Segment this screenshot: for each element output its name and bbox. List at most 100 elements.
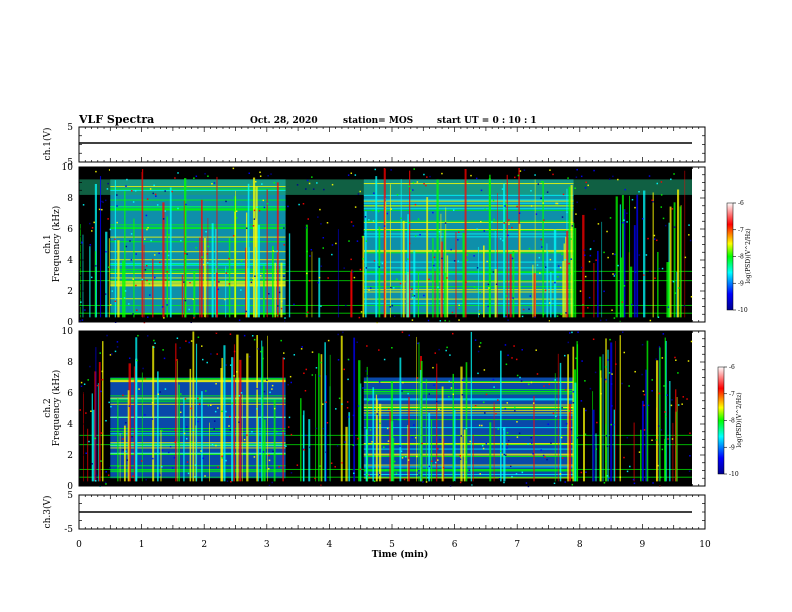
spec1-sferic bbox=[272, 245, 274, 318]
spec1-sferic bbox=[445, 272, 447, 318]
spec1-speckle bbox=[408, 221, 410, 224]
spec2-harmonic-line bbox=[110, 443, 286, 445]
spec1-speckle bbox=[101, 200, 103, 203]
spec1-speckle bbox=[213, 182, 216, 184]
x-tick-label: 4 bbox=[327, 540, 333, 550]
y-tick-label: 0 bbox=[67, 482, 73, 492]
spec2-speckle bbox=[632, 478, 635, 481]
spec2-speckle bbox=[190, 340, 193, 342]
spec1-speckle bbox=[437, 286, 439, 288]
spec1-speckle bbox=[259, 171, 261, 174]
spec2-speckle bbox=[647, 404, 650, 407]
spec2-speckle bbox=[525, 482, 528, 484]
spec2-sferic bbox=[263, 419, 266, 482]
spec2-speckle bbox=[452, 393, 455, 396]
spec2-speckle bbox=[397, 418, 400, 421]
spec2-sferic bbox=[176, 359, 178, 482]
spec2-sferic bbox=[420, 360, 423, 482]
spec2-speckle bbox=[427, 477, 429, 479]
spec2-speckle bbox=[393, 460, 396, 463]
spec2-speckle bbox=[213, 428, 215, 430]
spec2-speckle bbox=[85, 452, 87, 454]
spec2-speckle bbox=[337, 333, 339, 336]
spec1-speckle bbox=[165, 279, 167, 281]
spec1-speckle bbox=[320, 305, 322, 307]
spec1-sferic bbox=[506, 174, 508, 318]
spec1-sferic bbox=[402, 220, 405, 318]
spec2-sferic bbox=[602, 354, 604, 482]
spec1-speckle bbox=[583, 249, 586, 251]
spec2-speckle bbox=[657, 464, 659, 467]
spec2-speckle bbox=[337, 359, 340, 361]
spec2-speckle bbox=[273, 407, 276, 410]
spec2-speckle bbox=[122, 438, 124, 440]
spec2-harmonic-line bbox=[110, 403, 286, 405]
spec2-speckle bbox=[413, 424, 415, 426]
spec1-speckle bbox=[562, 193, 565, 196]
spec2-speckle bbox=[608, 477, 610, 480]
spec1-harmonic-line bbox=[363, 291, 574, 293]
spec1-speckle bbox=[593, 240, 595, 242]
spec1-speckle bbox=[311, 176, 313, 178]
spec2-speckle bbox=[436, 400, 438, 403]
spec2-speckle bbox=[140, 460, 143, 462]
spec1-speckle bbox=[518, 212, 521, 214]
spec2-sferic bbox=[408, 397, 410, 482]
spec1-sferic bbox=[263, 265, 265, 318]
spec2-harmonic-line bbox=[363, 390, 574, 392]
spec1-speckle bbox=[473, 255, 475, 257]
spec1-speckle bbox=[612, 273, 614, 275]
spec1-sferic bbox=[563, 243, 565, 318]
spec2-sferic bbox=[209, 422, 210, 482]
spec1-harmonic-line bbox=[363, 252, 574, 254]
spec2-speckle bbox=[536, 373, 539, 375]
spec2-sferic bbox=[358, 360, 361, 482]
spec1-sferic bbox=[669, 206, 672, 318]
spec1-speckle bbox=[312, 188, 315, 190]
spec2-sferic bbox=[359, 383, 362, 482]
spec2-speckle bbox=[235, 371, 238, 373]
spec1-speckle bbox=[136, 309, 138, 311]
spec2-speckle bbox=[210, 404, 212, 407]
spec2-speckle bbox=[202, 457, 204, 460]
spec1-speckle bbox=[80, 301, 82, 303]
spec1-speckle bbox=[132, 278, 134, 280]
spec2-speckle bbox=[677, 404, 680, 406]
spec1-speckle bbox=[575, 213, 577, 215]
spec1-speckle bbox=[146, 279, 148, 282]
spec1-harmonic-line bbox=[110, 251, 286, 253]
spec1-speckle bbox=[505, 204, 508, 206]
spec1-speckle bbox=[452, 209, 455, 211]
spec2-speckle bbox=[226, 480, 229, 482]
spec2-speckle bbox=[401, 457, 404, 459]
spec2-speckle bbox=[626, 470, 629, 473]
spec2-speckle bbox=[621, 382, 623, 385]
spec1-speckle bbox=[417, 218, 420, 220]
spec1-speckle bbox=[492, 199, 495, 202]
spec2-speckle bbox=[246, 434, 248, 436]
spec2-speckle bbox=[341, 403, 343, 405]
spec2-speckle bbox=[335, 408, 337, 410]
spec2-speckle bbox=[384, 469, 387, 472]
spec2-speckle bbox=[485, 393, 488, 396]
station-label: station= MOS bbox=[343, 116, 413, 126]
spec2-speckle bbox=[107, 474, 110, 476]
spec1-sferic bbox=[378, 226, 381, 318]
spec1-sferic bbox=[254, 247, 256, 318]
spec2-speckle bbox=[272, 450, 274, 453]
spec1-speckle bbox=[273, 181, 276, 184]
spec1-speckle bbox=[584, 275, 587, 278]
spec2-speckle bbox=[555, 415, 557, 418]
spec2-speckle bbox=[201, 358, 204, 361]
spec1-speckle bbox=[393, 315, 396, 318]
spec2-speckle bbox=[604, 378, 607, 381]
spec1-speckle bbox=[516, 205, 518, 208]
spec2-speckle bbox=[125, 422, 127, 424]
spec1-speckle bbox=[583, 254, 586, 257]
spec2-sferic bbox=[91, 393, 93, 482]
spec2-speckle bbox=[185, 426, 188, 428]
ch1-spectrogram bbox=[79, 167, 693, 324]
spec2-speckle bbox=[495, 413, 497, 415]
spec1-speckle bbox=[352, 225, 355, 227]
spec2-speckle bbox=[369, 429, 372, 431]
